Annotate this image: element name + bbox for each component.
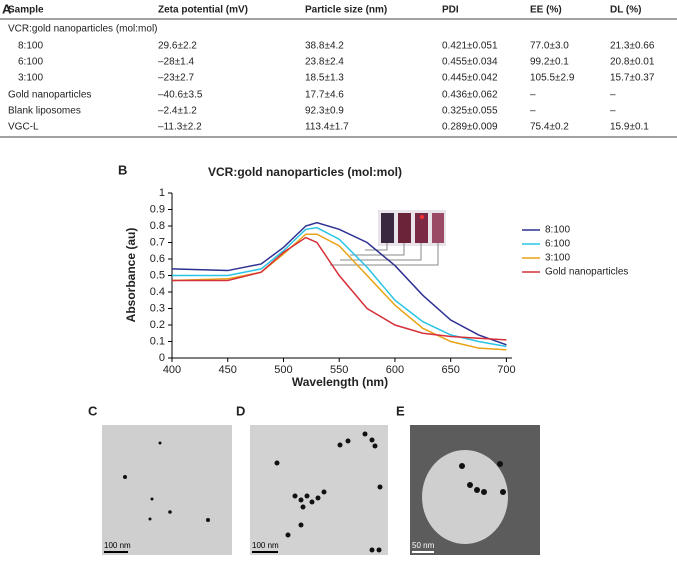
- x-tick-label: 400: [163, 364, 181, 376]
- x-tick-label: 700: [497, 364, 515, 376]
- x-tick-label: 500: [274, 364, 292, 376]
- table-cell: –23±2.7: [158, 73, 195, 84]
- y-axis-label: Absorbance (au): [124, 228, 138, 323]
- table-cell: 92.3±0.9: [305, 106, 344, 117]
- table-cell: 21.3±0.66: [610, 41, 655, 52]
- x-tick-label: 650: [442, 364, 460, 376]
- line-series: [171, 233, 507, 351]
- table-cell: –: [530, 106, 536, 117]
- table-cell: 15.7±0.37: [610, 73, 655, 84]
- table-header: Zeta potential (mV): [158, 5, 248, 16]
- table-cell: 0.455±0.034: [442, 57, 498, 68]
- table-cell: 75.4±0.2: [530, 122, 569, 133]
- row-label: Gold nanoparticles: [8, 90, 91, 101]
- y-tick-label: 0.4: [150, 286, 165, 298]
- table-cell: 113.4±1.7: [305, 122, 349, 133]
- y-tick-label: 0.2: [150, 319, 165, 331]
- row-label: Blank liposomes: [8, 106, 81, 117]
- y-tick-label: 0.9: [150, 203, 165, 215]
- row-label: 8:100: [18, 41, 43, 52]
- table-cell: 0.445±0.042: [442, 73, 498, 84]
- table-cell: 105.5±2.9: [530, 73, 575, 84]
- panel-label: C: [88, 403, 98, 418]
- panel-label: E: [396, 403, 405, 418]
- table-cell: –40.6±3.5: [158, 90, 203, 101]
- line-series: [171, 221, 507, 346]
- panel-label: D: [236, 403, 245, 418]
- inset-photo: [330, 210, 446, 266]
- table-cell: 0.421±0.051: [442, 41, 498, 52]
- tem-image: [250, 425, 388, 555]
- table-cell: –: [610, 90, 616, 101]
- table-cell: 18.5±1.3: [305, 73, 344, 84]
- table-header: EE (%): [530, 5, 562, 16]
- y-tick-label: 0.7: [150, 236, 165, 248]
- panel-label: B: [118, 162, 127, 177]
- x-tick-label: 450: [219, 364, 237, 376]
- table-header: DL (%): [610, 5, 641, 16]
- table-cell: 0.289±0.009: [442, 122, 498, 133]
- tem-image: [410, 425, 540, 555]
- table-cell: 77.0±3.0: [530, 41, 569, 52]
- chart-title: VCR:gold nanoparticles (mol:mol): [208, 165, 402, 179]
- y-tick-label: 1: [159, 187, 165, 199]
- table-cell: 29.6±2.2: [158, 41, 197, 52]
- row-label: VGC-L: [8, 122, 39, 133]
- y-tick-label: 0: [159, 352, 165, 364]
- table-cell: 23.8±2.4: [305, 57, 344, 68]
- x-tick-label: 600: [386, 364, 404, 376]
- table-cell: 0.325±0.055: [442, 106, 498, 117]
- table-cell: 38.8±4.2: [305, 41, 344, 52]
- x-axis-label: Wavelength (nm): [292, 375, 388, 389]
- row-label: VCR:gold nanoparticles (mol:mol): [8, 24, 158, 35]
- table-cell: 17.7±4.6: [305, 90, 344, 101]
- panel-label: A: [2, 1, 12, 16]
- table-cell: –11.3±2.2: [158, 122, 202, 133]
- legend-label: 3:100: [545, 253, 570, 264]
- table-header: PDI: [442, 5, 459, 16]
- line-series: [172, 226, 507, 348]
- table-cell: 15.9±0.1: [610, 122, 649, 133]
- scale-bar-label: 100 nm: [252, 541, 279, 550]
- legend-label: Gold nanoparticles: [545, 267, 628, 278]
- y-tick-label: 0.3: [150, 302, 165, 314]
- y-tick-label: 0.6: [150, 253, 165, 265]
- legend-label: 6:100: [545, 239, 570, 250]
- x-tick-label: 550: [330, 364, 348, 376]
- table-cell: –2.4±1.2: [158, 106, 197, 117]
- scale-bar-label: 100 nm: [104, 541, 131, 550]
- table-cell: 99.2±0.1: [530, 57, 569, 68]
- table-header: Particle size (nm): [305, 5, 387, 16]
- y-tick-label: 0.8: [150, 220, 165, 232]
- table-cell: –: [530, 90, 536, 101]
- line-series: [172, 236, 507, 341]
- row-label: 3:100: [18, 73, 43, 84]
- y-tick-label: 0.1: [150, 335, 165, 347]
- table-cell: 20.8±0.01: [610, 57, 655, 68]
- row-label: 6:100: [18, 57, 43, 68]
- table-cell: 0.436±0.062: [442, 90, 498, 101]
- y-tick-label: 0.5: [150, 269, 165, 281]
- table-cell: –: [610, 106, 616, 117]
- scale-bar-label: 50 nm: [412, 541, 435, 550]
- tem-image: [102, 425, 232, 555]
- table-cell: –28±1.4: [158, 57, 195, 68]
- legend-label: 8:100: [545, 225, 570, 236]
- table-header: Sample: [8, 5, 44, 16]
